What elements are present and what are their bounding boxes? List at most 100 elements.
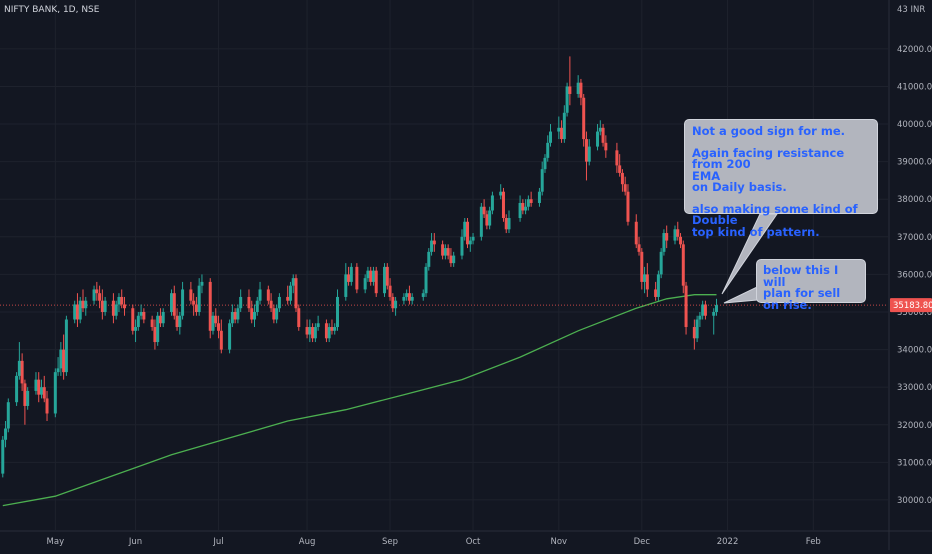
candle-body (327, 327, 331, 339)
candle-body (344, 274, 348, 297)
candle-body (623, 184, 627, 192)
candle-body (582, 97, 586, 140)
candle-body (618, 165, 622, 173)
candle-body (139, 311, 143, 316)
ema-200-line (2, 294, 717, 507)
annotation-callout-secondary[interactable]: below this I will plan for sell on rise. (756, 259, 866, 310)
candle-body (518, 202, 522, 219)
y-tick-label: 34000.00 (897, 346, 932, 356)
candle-body (81, 300, 85, 309)
callout-main-pointer (721, 213, 778, 295)
candle-body (410, 296, 414, 301)
candle-body (598, 127, 602, 132)
annotation-callout-main[interactable]: Not a good sign for me. Again facing res… (684, 119, 878, 237)
candle-body (98, 293, 102, 301)
candle-body (374, 270, 378, 294)
candle-body (452, 255, 456, 264)
candle-body (499, 191, 503, 196)
candle-body (59, 349, 63, 369)
candle-body (543, 157, 547, 170)
candle-body (288, 285, 292, 301)
candle-body (172, 293, 176, 316)
candle-body (181, 289, 185, 316)
candle-body (449, 255, 453, 264)
candle-body (421, 293, 425, 297)
candle-body (394, 300, 398, 309)
candle-body (460, 236, 464, 256)
candle-body (45, 398, 49, 414)
candle-body (100, 300, 104, 312)
candle-body (117, 296, 121, 305)
candle-body (142, 311, 146, 320)
x-tick-label: Feb (806, 537, 821, 547)
candle-body (363, 278, 367, 290)
candle-body (604, 142, 608, 151)
candle-body (584, 139, 588, 162)
candle-body (194, 304, 198, 312)
candle-body (349, 266, 353, 282)
candle-body (383, 266, 387, 294)
candle-body (596, 131, 600, 147)
candle-body (272, 308, 276, 320)
x-tick-label: Dec (634, 537, 651, 547)
candle-body (504, 218, 508, 230)
y-tick-label: 35000.00 (897, 308, 932, 318)
callout-secondary-pointer (723, 286, 758, 304)
candle-body (236, 308, 240, 320)
candle-body (615, 150, 619, 166)
candle-body (228, 323, 232, 350)
price-tag-label: 35183.80 (893, 301, 932, 311)
candle-body (1, 439, 5, 474)
x-tick-label: May (47, 537, 65, 547)
candle-body (26, 390, 30, 406)
candle-body (557, 127, 561, 132)
candle-body (679, 236, 683, 245)
candle-body (714, 305, 718, 312)
candle-body (15, 375, 19, 403)
candle-body (549, 131, 553, 143)
candle-body (297, 308, 301, 328)
x-tick-label: Oct (466, 537, 481, 547)
candle-body (316, 323, 320, 328)
candle-body (286, 296, 290, 301)
candle-body (103, 300, 107, 312)
candle-body (37, 379, 41, 395)
candle-body (692, 327, 696, 339)
candle-body (42, 387, 46, 399)
candle-body (347, 274, 351, 282)
candle-body (391, 296, 395, 309)
candle-body (537, 191, 541, 203)
candle-body (620, 172, 624, 185)
candle-body (269, 300, 273, 309)
candle-body (34, 379, 38, 391)
y-tick-label: 38000.00 (897, 195, 932, 205)
x-tick-label: Nov (551, 537, 568, 547)
candle-body (471, 236, 475, 241)
candle-body (239, 296, 243, 309)
candle-body (659, 251, 663, 275)
candle-body (189, 289, 193, 301)
y-tick-label: 33000.00 (897, 383, 932, 393)
candle-body (170, 293, 174, 312)
candle-body (524, 206, 528, 211)
candle-body (546, 142, 550, 158)
candle-body (219, 330, 223, 350)
candle-body (92, 289, 96, 301)
candle-body (371, 270, 375, 282)
candle-body (136, 315, 140, 328)
candle-body (62, 349, 66, 373)
candle-body (53, 372, 57, 414)
candle-body (150, 319, 154, 328)
candle-body (643, 274, 647, 282)
candle-body (385, 266, 389, 286)
y-tick-label: 30000.00 (897, 496, 932, 506)
candle-body (153, 327, 157, 343)
candle-body (521, 202, 525, 211)
x-tick-label: Aug (299, 537, 316, 547)
candle-body (601, 127, 605, 143)
candle-body (562, 112, 566, 140)
candle-body (526, 199, 530, 207)
candle-body (255, 300, 259, 312)
annotation-main-line-1: Not a good sign for me. (692, 124, 845, 138)
